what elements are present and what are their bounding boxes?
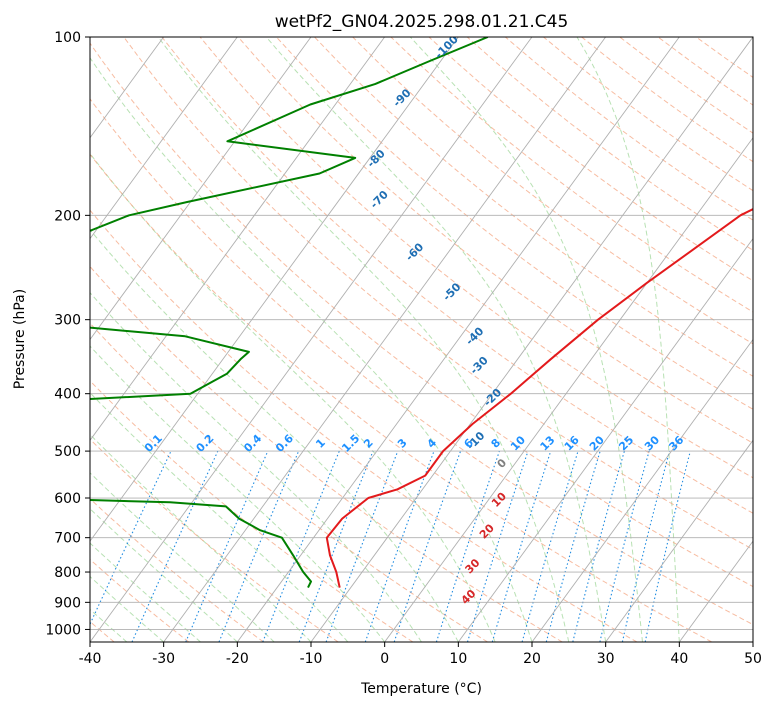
dry-adiabat-line [276, 37, 753, 410]
plot-frame [89, 36, 754, 643]
dry-adiabat-line [90, 153, 712, 642]
isotherm-line [90, 37, 459, 542]
moist-adiabat-line [409, 37, 643, 642]
moist-adiabat-line [157, 37, 570, 642]
dry-adiabat-line [161, 37, 753, 514]
isotherm-line [90, 37, 385, 442]
dry-adiabat-line [90, 98, 753, 626]
plot-area: -100-90-80-70-60-50-40-30-20-100.1 0.2 0.4… [90, 37, 753, 642]
y-tick-label: 400 [54, 387, 81, 403]
mixing-ratio-line [466, 450, 529, 642]
y-tick-label: 700 [54, 531, 81, 547]
mixing-ratio-line [262, 450, 340, 642]
y-tick-label: 100 [54, 30, 81, 46]
dewpoint-profile-line [90, 37, 489, 589]
moist-adiabat-line [90, 291, 422, 642]
mixing-ratio-line [545, 450, 601, 642]
y-tick-label: 300 [54, 313, 81, 329]
isotherm-line [163, 37, 606, 642]
moist-adiabat-line [90, 56, 533, 642]
x-tick-label: 10 [449, 651, 467, 667]
dry-adiabat-line [90, 558, 190, 642]
isotherm-line [236, 37, 680, 642]
moist-adiabat-line [90, 391, 349, 642]
mixing-ratio-line [218, 450, 300, 642]
mixing-ratio-line [621, 450, 671, 642]
x-tick-label: -40 [79, 651, 102, 667]
x-tick-label: 30 [597, 651, 615, 667]
dry-adiabat-line [123, 37, 753, 550]
dry-adiabat-line [314, 37, 753, 377]
mixing-ratio-line [599, 450, 650, 642]
dry-adiabat-line [352, 37, 753, 345]
moist-adiabat-line [90, 228, 459, 642]
x-tick-label: -20 [226, 651, 249, 667]
mixing-ratio-line [572, 450, 625, 642]
y-axis-label: Pressure (hPa) [12, 289, 28, 389]
mixing-ratio-line [185, 450, 269, 642]
dry-adiabat-line [199, 37, 753, 479]
dry-adiabat-line [90, 209, 638, 642]
x-axis-ticks: -40 -30 -20 -10 0 10 20 30 40 50 [79, 642, 762, 667]
dry-adiabat-line [90, 42, 753, 588]
x-axis-label: Temperature (°C) [360, 681, 482, 697]
mixing-ratio-line [298, 450, 374, 642]
x-tick-label: 0 [380, 651, 389, 667]
x-tick-label: 40 [670, 651, 688, 667]
x-tick-label: -10 [300, 651, 323, 667]
y-tick-label: 500 [54, 444, 81, 460]
profile-series [90, 37, 753, 589]
moist-adiabat-line [576, 37, 680, 642]
isotherm-line [310, 37, 753, 642]
y-tick-label: 900 [54, 595, 81, 611]
isotherm-line [90, 37, 238, 240]
x-tick-label: -30 [152, 651, 175, 667]
mixing-ratio-line [364, 450, 435, 642]
chart-title: wetPf2_GN04.2025.298.01.21.C45 [275, 12, 569, 32]
dry-adiabat-line [90, 265, 563, 642]
mixing-ratio-line [435, 450, 500, 642]
dry-adiabats [90, 37, 753, 642]
x-tick-label: 20 [523, 651, 541, 667]
pressure-gridlines [90, 37, 753, 630]
y-axis-ticks: 100 200 300 400 500 600 700 800 900 1000 [45, 30, 90, 638]
y-tick-label: 600 [54, 491, 81, 507]
isotherm-line [90, 37, 533, 642]
y-tick-label: 1000 [45, 622, 81, 638]
moist-adiabat-line [265, 37, 607, 642]
mixing-ratio-line [521, 450, 579, 642]
x-tick-label: 50 [744, 651, 762, 667]
isotherm-line [457, 237, 753, 642]
y-tick-label: 200 [54, 208, 81, 224]
isotherm-line [605, 439, 753, 642]
temperature-profile-line [325, 207, 753, 588]
y-tick-label: 800 [54, 565, 81, 581]
